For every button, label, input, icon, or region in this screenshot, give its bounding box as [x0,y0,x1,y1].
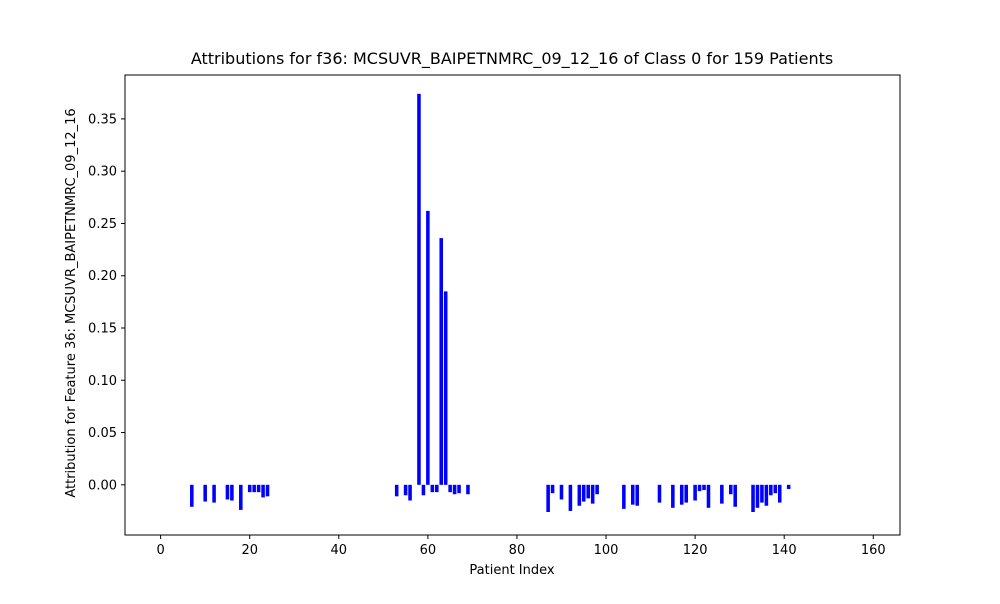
x-tick-label: 20 [241,543,258,558]
y-tick-label: 0.05 [88,426,117,441]
bar-patient-133 [751,484,755,512]
y-axis-label: Attribution for Feature 36: MCSUVR_BAIPE… [64,108,79,497]
bar-patient-136 [764,484,769,506]
bar-patient-96 [586,484,590,499]
bars-group [190,93,791,512]
bar-patient-67 [457,484,461,494]
bar-patient-58 [417,93,421,485]
bar-patient-98 [595,484,599,495]
bar-patient-128 [728,484,733,495]
bar-patient-90 [559,484,564,500]
bar-patient-20 [247,484,252,493]
bar-patient-123 [706,484,711,508]
bar-patient-53 [394,484,399,497]
bar-patient-10 [203,484,207,502]
bar-patient-121 [697,484,702,492]
x-axis-label: Patient Index [469,563,554,578]
bar-patient-69 [466,484,470,495]
bar-patient-92 [568,484,573,511]
bar-patient-141 [786,484,791,489]
bar-patient-24 [265,484,270,497]
bar-patient-62 [435,484,439,493]
bar-patient-64 [443,291,448,485]
bar-patient-118 [684,484,688,503]
bar-patient-66 [452,484,457,495]
bar-patient-95 [581,484,586,502]
y-tick-label: 0.30 [88,165,117,180]
bar-patient-120 [693,484,697,501]
x-tick-label: 60 [420,543,437,558]
bar-patient-115 [671,484,675,508]
bar-patient-7 [190,484,194,507]
y-tick-label: 0.10 [88,374,117,389]
y-tick-label: 0.00 [88,478,117,493]
bar-patient-59 [421,484,426,496]
bar-patient-129 [733,484,737,507]
bar-patient-138 [773,484,778,494]
plot-frame [124,74,901,536]
bar-patient-112 [657,484,662,503]
y-tick-label: 0.20 [88,269,117,284]
bar-patient-21 [252,484,256,493]
bar-patient-106 [630,484,635,505]
bar-patient-104 [622,484,626,509]
bar-patient-94 [577,484,582,506]
bar-patient-15 [225,484,230,500]
y-tick-label: 0.15 [88,322,117,337]
bar-patient-135 [760,484,764,503]
x-tick-label: 140 [772,543,797,558]
y-tick-label: 0.25 [88,217,117,232]
bar-patient-122 [702,484,706,491]
bar-patient-18 [239,484,243,510]
bar-patient-56 [408,484,412,501]
y-tick-label: 0.35 [88,112,117,127]
bar-patient-137 [769,484,773,496]
bar-patient-97 [590,484,595,504]
x-tick-label: 100 [594,543,619,558]
bar-patient-107 [635,484,639,506]
bar-patient-139 [777,484,782,503]
x-tick-label: 40 [331,543,348,558]
bar-patient-12 [212,484,216,503]
bar-patient-22 [256,484,261,493]
bar-patient-55 [403,484,408,496]
bar-patient-88 [550,484,555,494]
bar-patient-65 [448,484,452,493]
chart-title: Attributions for f36: MCSUVR_BAIPETNMRC_… [191,49,833,69]
bar-patient-61 [430,484,435,493]
x-tick-label: 80 [509,543,526,558]
bar-patient-126 [720,484,724,504]
bar-patient-87 [546,484,550,512]
bar-patient-63 [439,238,444,485]
x-tick-label: 120 [683,543,708,558]
bar-patient-134 [755,484,760,508]
y-axis-ticks: 0.00 0.05 0.10 0.15 0.20 0.25 0.30 0.35 [88,112,125,493]
x-tick-label: 160 [861,543,886,558]
bar-patient-16 [230,484,234,501]
x-axis-ticks: 0 20 40 60 80 100 120 140 160 [156,535,886,558]
x-tick-label: 0 [156,543,164,558]
bar-patient-60 [426,210,430,485]
bar-patient-23 [261,484,265,498]
bar-patient-117 [679,484,684,505]
